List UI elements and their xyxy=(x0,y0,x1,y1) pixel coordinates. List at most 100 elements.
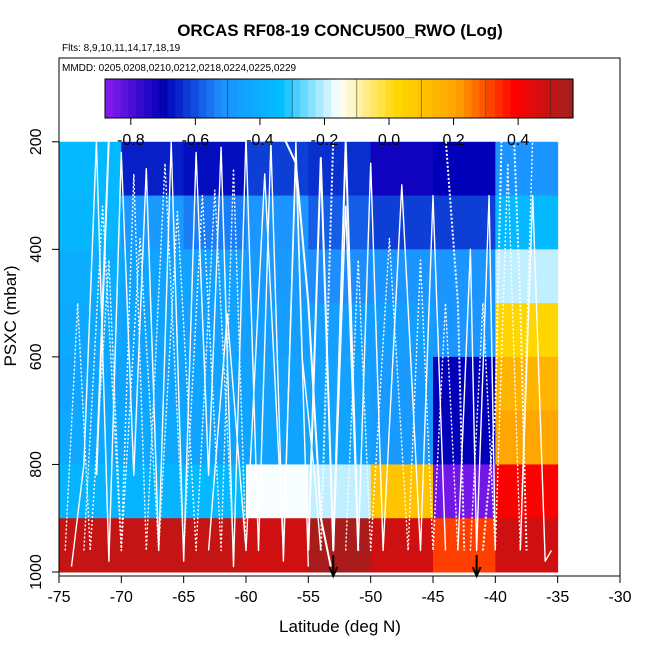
colorbar-segment xyxy=(159,79,168,118)
heatmap-cell xyxy=(121,464,185,519)
heatmap-cell xyxy=(433,195,496,250)
x-tick-label: -40 xyxy=(484,589,507,606)
colorbar-tick-label: 0.0 xyxy=(378,132,400,149)
colorbar-segment xyxy=(151,79,161,118)
colorbar-segment xyxy=(565,79,574,118)
colorbar-segment xyxy=(456,79,465,118)
flight-track xyxy=(83,162,247,552)
heatmap-cell xyxy=(308,249,372,304)
y-tick-label: 800 xyxy=(28,451,45,478)
dates-label: MMDD: 0205,0208,0210,0212,0218,0224,0225… xyxy=(62,63,297,74)
colorbar-segment xyxy=(331,79,340,118)
colorbar-segment xyxy=(541,79,551,118)
colorbar-segment xyxy=(128,79,137,118)
heatmap-cell xyxy=(246,518,309,573)
colorbar-segment xyxy=(167,79,176,118)
colorbar-segment xyxy=(315,79,324,118)
y-axis-label: PSXC (mbar) xyxy=(1,265,20,366)
x-tick-label: -75 xyxy=(47,589,70,606)
colorbar-segment xyxy=(307,79,317,118)
colorbar-tick-label: -0.2 xyxy=(311,132,339,149)
colorbar-segment xyxy=(144,79,153,118)
flight-track xyxy=(70,135,309,568)
x-tick-label: -65 xyxy=(172,589,195,606)
flight-track xyxy=(519,194,553,562)
colorbar-tick-label: -0.4 xyxy=(246,132,274,149)
colorbar-segment xyxy=(354,79,363,118)
heatmap-cell xyxy=(370,303,434,358)
flight-track xyxy=(207,157,322,552)
colorbar-segment xyxy=(222,79,231,118)
colorbar xyxy=(104,78,574,119)
flight-track xyxy=(319,135,466,551)
heatmap-cell xyxy=(370,249,434,304)
colorbar-segment xyxy=(198,79,207,118)
flight-track xyxy=(332,162,447,552)
colorbar-segment xyxy=(393,79,402,118)
flight-track xyxy=(457,194,496,552)
colorbar-segment xyxy=(190,79,200,118)
colorbar-segment xyxy=(261,79,270,118)
colorbar-tick-label: -0.8 xyxy=(117,132,145,149)
colorbar-segment xyxy=(409,79,418,118)
heatmap-cell xyxy=(183,518,247,573)
colorbar-segment xyxy=(526,79,535,118)
heatmap-cell xyxy=(246,141,309,197)
colorbar-segment xyxy=(432,79,441,118)
colorbar-segment xyxy=(440,79,449,118)
colorbar-frame xyxy=(104,78,574,119)
flight-track xyxy=(64,189,235,552)
colorbar-segment xyxy=(448,79,457,118)
y-tick-label: 600 xyxy=(28,343,45,370)
colorbar-segment xyxy=(510,79,519,118)
colorbar-segment xyxy=(463,79,473,118)
heatmap-cell xyxy=(370,518,434,573)
colorbar-tick-label: 0.2 xyxy=(442,132,464,149)
colorbar-ticks: -0.8 -0.6 -0.4 -0.2 0.0 0.2 0.4 xyxy=(117,118,529,149)
colorbar-segment xyxy=(112,79,122,118)
colorbar-segment xyxy=(237,79,246,118)
colorbar-segment xyxy=(183,79,192,118)
colorbar-segment xyxy=(487,79,496,118)
heatmap-cell xyxy=(433,141,496,197)
colorbar-segment xyxy=(253,79,262,118)
colorbar-segment xyxy=(136,79,145,118)
x-axis-label: Latitude (deg N) xyxy=(279,617,401,636)
x-tick-label: -35 xyxy=(546,589,569,606)
x-tick-label: -45 xyxy=(421,589,444,606)
colorbar-segment xyxy=(385,79,395,118)
colorbar-segment xyxy=(268,79,278,118)
colorbar-tick-label: 0.4 xyxy=(507,132,529,149)
heatmap-cell xyxy=(59,141,122,197)
plot-frame xyxy=(58,57,621,577)
heatmap-cell xyxy=(59,464,122,519)
colorbar-segment xyxy=(229,79,239,118)
colorbar-segment xyxy=(105,79,114,118)
colorbar-segment xyxy=(518,79,527,118)
x-axis: -75 -70 -65 -60 -55 -50 -45 -40 -35 -30 xyxy=(47,576,632,606)
heatmap-cell xyxy=(246,464,309,519)
colorbar-segment xyxy=(479,79,488,118)
x-tick-label: -30 xyxy=(608,589,631,606)
heatmap-cell xyxy=(59,356,122,412)
y-axis: 200 400 600 800 1000 xyxy=(28,128,59,590)
heatmap-cell xyxy=(183,141,247,197)
flights-label: Flts: 8,9,10,11,14,17,18,19 xyxy=(62,43,181,54)
heatmap-cell xyxy=(495,141,559,197)
x-tick-label: -50 xyxy=(359,589,382,606)
heatmap-cell xyxy=(59,195,122,250)
y-tick-label: 200 xyxy=(28,128,45,155)
heatmap-cell xyxy=(121,518,185,573)
heatmap-cell xyxy=(308,141,372,197)
colorbar-segment xyxy=(300,79,309,118)
heatmap-cell xyxy=(433,303,496,358)
colorbar-segment xyxy=(323,79,332,118)
colorbar-segment xyxy=(284,79,293,118)
heatmap-cell xyxy=(495,464,559,519)
heatmap-cell xyxy=(121,141,185,197)
colorbar-segment xyxy=(292,79,301,118)
colorbar-segment xyxy=(346,79,356,118)
heatmap-cell xyxy=(370,410,434,465)
x-tick-label: -70 xyxy=(110,589,133,606)
